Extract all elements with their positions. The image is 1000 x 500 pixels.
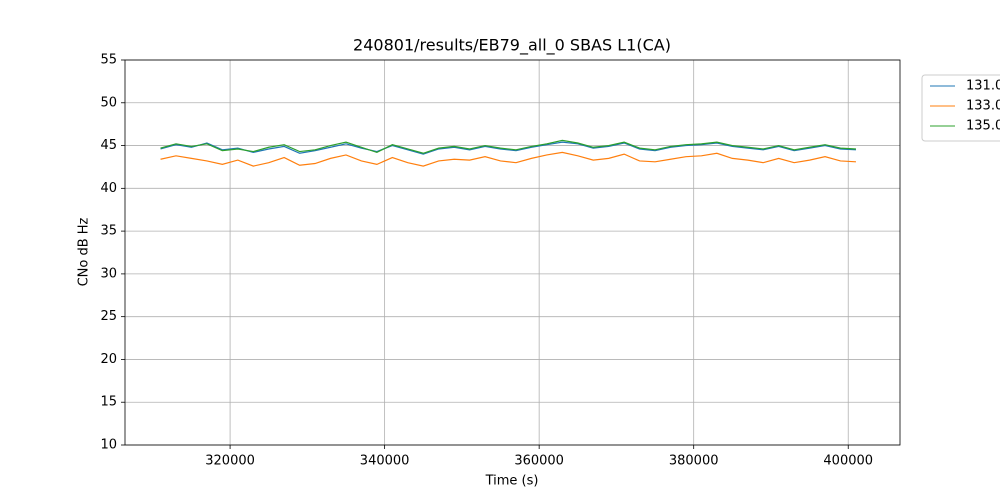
y-tick-label: 55 xyxy=(100,53,117,68)
y-tick-label: 15 xyxy=(100,395,117,410)
y-tick-label: 45 xyxy=(100,138,117,153)
series-line xyxy=(160,151,856,167)
y-tick-label: 30 xyxy=(100,266,117,281)
plot-frame xyxy=(124,59,901,446)
y-axis-label: CNo dB Hz xyxy=(77,217,92,286)
series-line xyxy=(160,141,856,155)
x-tick-label: 400000 xyxy=(823,454,873,469)
y-tick-label: 20 xyxy=(100,352,117,367)
x-tick-label: 340000 xyxy=(360,454,410,469)
x-tick-label: 320000 xyxy=(205,454,255,469)
y-tick-label: 50 xyxy=(100,95,117,110)
x-tick-label: 380000 xyxy=(669,454,719,469)
x-axis-label: Time (s) xyxy=(485,474,539,489)
y-tick-label: 35 xyxy=(100,224,117,239)
x-tick-label: 360000 xyxy=(514,454,564,469)
legend-label: 135.0 xyxy=(966,119,1000,134)
legend-label: 133.0 xyxy=(966,99,1000,114)
y-tick-label: 10 xyxy=(100,438,117,453)
chart-title: 240801/results/EB79_all_0 SBAS L1(CA) xyxy=(353,36,671,56)
legend-label: 131.0 xyxy=(966,79,1000,94)
legend-box xyxy=(921,74,1000,142)
series-line xyxy=(160,139,856,154)
y-tick-label: 40 xyxy=(100,181,117,196)
y-tick-label: 25 xyxy=(100,309,117,324)
